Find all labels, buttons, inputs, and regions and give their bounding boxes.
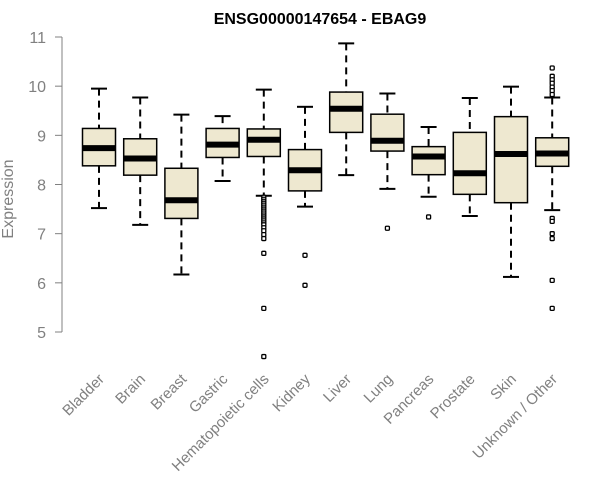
outlier-point: [261, 250, 267, 256]
box-group-gastric: [205, 115, 240, 183]
box-group-prostate: [452, 96, 488, 217]
outlier-point: [384, 225, 391, 231]
box-group-pancreas: [411, 125, 446, 220]
outlier-point: [302, 252, 308, 258]
box-group-skin: [493, 85, 529, 278]
iqr-box: [370, 113, 405, 152]
box-group-liver: [328, 42, 364, 177]
y-tick-label: 7: [37, 227, 46, 244]
box-group-unknown-other: [534, 65, 570, 312]
box-group-breast: [164, 113, 199, 276]
box-group-bladder: [81, 87, 117, 210]
outlier-point: [549, 65, 555, 71]
iqr-box: [493, 115, 529, 204]
outlier-point: [425, 214, 432, 220]
x-tick-label: Kidney: [269, 370, 314, 415]
y-tick-label: 8: [37, 178, 46, 195]
box-group-brain: [122, 96, 158, 226]
iqr-box: [164, 167, 199, 220]
outlier-point: [549, 91, 555, 98]
x-tick-label: Breast: [148, 370, 191, 413]
x-tick-label: Skin: [487, 371, 520, 404]
outlier-point: [549, 305, 555, 312]
y-axis-label: Expression: [0, 159, 17, 238]
box-series: [81, 42, 570, 360]
y-axis: 5 6 7 8 9 10 11: [28, 30, 63, 342]
box-group-kidney: [287, 105, 323, 288]
outlier-point: [261, 353, 267, 360]
outlier-point: [549, 277, 555, 284]
box-group-lung: [370, 92, 405, 231]
iqr-box: [452, 131, 488, 196]
y-tick-label: 5: [37, 325, 46, 342]
outlier-point: [261, 235, 267, 242]
x-tick-label: Prostate: [427, 371, 479, 423]
y-tick-label: 11: [29, 30, 46, 47]
x-tick-label: Lung: [361, 371, 397, 407]
outlier-point: [261, 305, 267, 312]
outlier-point: [302, 282, 308, 288]
outlier-point: [549, 235, 555, 242]
x-tick-label: Brain: [112, 371, 149, 408]
chart-title: ENSG00000147654 - EBAG9: [214, 11, 427, 28]
y-tick-label: 9: [37, 128, 46, 145]
x-tick-label: Liver: [320, 371, 355, 406]
outlier-point: [549, 218, 555, 225]
box-group-hematopoietic-cells: [246, 88, 282, 360]
x-tick-label: Bladder: [59, 371, 108, 420]
iqr-box: [328, 91, 364, 134]
outlier-point: [549, 231, 555, 237]
iqr-box: [411, 145, 446, 176]
y-tick-label: 6: [37, 276, 46, 293]
y-tick-label: 10: [28, 79, 46, 96]
